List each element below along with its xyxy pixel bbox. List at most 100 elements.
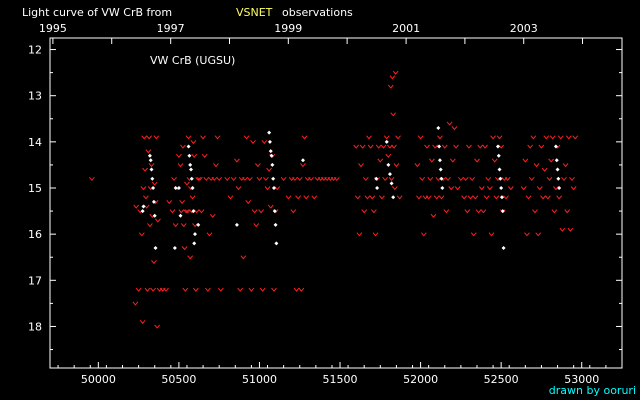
visual-point [300,163,306,168]
visual-point [180,144,186,149]
visual-point [448,186,455,191]
visual-point [150,287,157,292]
ccd-point [272,209,277,214]
visual-point [430,213,437,218]
visual-point [132,301,139,306]
visual-point [181,246,188,251]
y-tick-label: 16 [28,228,42,241]
visual-point [295,195,302,200]
visual-point [551,209,558,214]
visual-point [180,223,187,228]
visual-point [559,227,566,232]
visual-point [353,144,360,149]
x-tick-label: 50500 [161,373,196,386]
visual-point [133,204,140,209]
visual-point [240,255,247,260]
visual-point [266,167,273,172]
visual-point [443,209,450,214]
visual-point [370,209,377,214]
visual-point [548,158,554,163]
visual-point [142,167,148,172]
visual-point [445,176,451,182]
visual-point [477,144,484,149]
ccd-point [178,213,183,218]
visual-point [375,144,382,149]
ccd-point [387,172,392,177]
ccd-point [188,167,193,172]
visual-point [333,176,340,182]
visual-point [296,176,303,182]
visual-point [153,135,160,140]
visual-point [242,176,248,182]
visual-point [483,195,490,200]
visual-point [217,287,224,292]
ccd-point [499,195,504,200]
visual-point [503,195,509,200]
x-tick-label: 51500 [323,373,358,386]
visual-point [572,135,579,140]
visual-point [546,176,553,182]
visual-point [561,176,567,182]
x-tick-label: 52000 [403,373,438,386]
visual-point [536,186,543,191]
visual-point [190,140,197,145]
visual-point [177,163,184,168]
visual-point [391,144,397,149]
visual-point [498,144,505,149]
visual-point [187,255,194,260]
visual-point [144,287,151,292]
visual-point [380,144,387,149]
visual-point [191,153,198,158]
visual-point [139,320,146,325]
visual-point [467,195,474,200]
ccd-point [268,149,273,154]
ccd-point [439,176,444,181]
visual-point [203,176,210,182]
visual-point [388,176,395,182]
series-ccd [140,126,562,250]
ccd-point [267,130,272,135]
x-tick-label: 53000 [564,373,599,386]
visual-point [253,223,260,228]
y-tick-label: 13 [28,90,42,103]
chart-title-highlight: VSNET [236,6,273,19]
y-tick-label: 12 [28,44,42,57]
year-tick-label: 2001 [392,22,420,35]
ccd-point [557,186,562,190]
visual-point [206,232,213,237]
visual-point [361,209,368,214]
visual-point [213,163,219,168]
visual-point [567,227,574,232]
visual-point [201,153,208,158]
ccd-point [374,176,379,181]
visual-point [359,144,366,149]
ccd-point [186,144,191,149]
chart-title-suffix: observations [282,6,353,19]
visual-point [140,186,147,191]
visual-point [432,144,438,149]
visual-point [543,135,550,140]
visual-point [390,112,397,117]
visual-point [308,176,314,182]
visual-point [209,213,216,218]
visual-point [451,126,458,131]
ccd-point [152,213,157,218]
visual-point [254,163,261,168]
visual-point [195,176,202,182]
visual-point [200,135,206,140]
visual-point [387,144,393,149]
ccd-point [176,186,181,190]
visual-point [453,144,459,149]
visual-point [138,232,145,237]
visual-point [148,163,155,168]
visual-point [143,204,150,209]
visual-point [464,209,471,214]
visual-point [237,287,244,292]
ccd-point [553,144,558,149]
visual-point [414,163,421,168]
y-tick-label: 17 [28,274,42,287]
visual-point [466,144,472,149]
visual-point [192,287,199,292]
visual-point [382,176,389,182]
